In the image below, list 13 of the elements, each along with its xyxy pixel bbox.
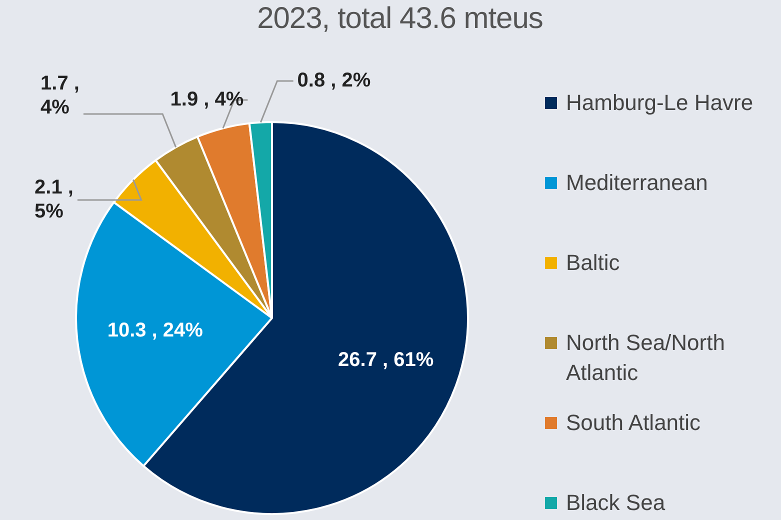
data-label: 2.1 , 5% — [34, 176, 74, 223]
legend-label: Hamburg-Le Havre — [566, 89, 754, 117]
data-label: 26.7 , 61% — [338, 349, 434, 372]
legend-label: South Atlantic — [566, 409, 702, 437]
data-label: 10.3 , 24% — [107, 320, 204, 342]
legend-label: Baltic — [566, 249, 621, 277]
legend-label: Mediterranean — [566, 169, 709, 197]
chart-title: 2023, total 43.6 mteus — [256, 2, 544, 36]
data-label: 1.9 , 4% — [170, 88, 244, 111]
legend-label: Black Sea — [566, 489, 666, 517]
legend-label: North Sea/North Atlantic — [566, 329, 726, 387]
data-label: 0.8 , 2% — [297, 70, 371, 92]
data-label: 1.7 , 4% — [40, 72, 80, 119]
